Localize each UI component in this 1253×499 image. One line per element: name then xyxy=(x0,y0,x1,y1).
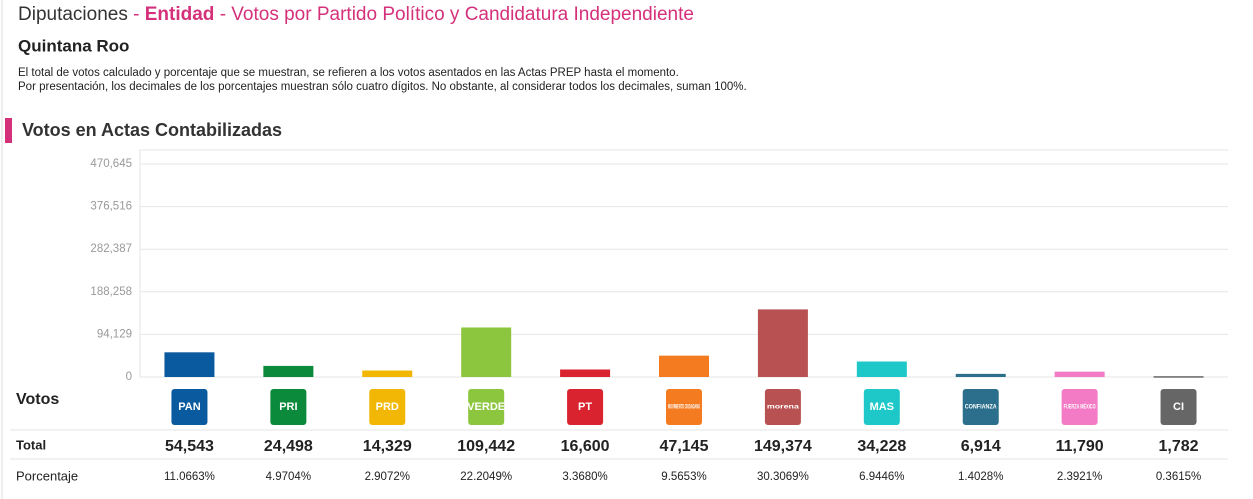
party-logo xyxy=(1160,389,1197,425)
section-title: Votos en Actas Contabilizadas xyxy=(22,120,282,140)
bar xyxy=(659,355,709,377)
y-tick-label: 0 xyxy=(126,371,132,383)
party-logo xyxy=(863,389,900,425)
bar xyxy=(955,373,1006,377)
party-logo-label: PRD xyxy=(376,401,399,413)
party-logo-label: FUERZA MÉXICO xyxy=(1064,403,1096,411)
percentage: 22.2049% xyxy=(460,471,512,483)
party-logo-label: MAS xyxy=(870,401,894,413)
percentage: 11.0663% xyxy=(164,471,215,483)
y-tick-label: 282,387 xyxy=(90,243,132,255)
party-logo xyxy=(468,389,505,425)
party-logo-label: CONFIANZA xyxy=(965,405,998,411)
party-logo-label: VERDE xyxy=(467,401,505,413)
percentage: 30.3069% xyxy=(757,471,809,483)
row-label: Total xyxy=(16,437,46,452)
bar xyxy=(164,352,215,377)
party-logo-label: PAN xyxy=(178,401,200,413)
party-logo xyxy=(171,389,208,425)
title-section: Diputaciones xyxy=(18,4,128,25)
title-text: Votos por Partido Político y Candidatura… xyxy=(231,4,694,25)
percentage: 2.9072% xyxy=(365,471,410,483)
total-value: 54,543 xyxy=(165,438,214,455)
percentage: 0.3615% xyxy=(1156,471,1201,483)
bar xyxy=(757,309,808,377)
total-value: 47,145 xyxy=(660,438,709,455)
row-label: Porcentaje xyxy=(16,468,78,483)
total-value: 6,914 xyxy=(961,438,1001,455)
total-value: 149,374 xyxy=(754,438,812,455)
party-logo-label: PT xyxy=(578,401,592,413)
percentage: 6.9446% xyxy=(859,471,904,483)
y-tick-label: 188,258 xyxy=(90,286,132,298)
y-tick-label: 376,516 xyxy=(90,201,132,213)
bar xyxy=(263,365,314,377)
title-sep: - xyxy=(133,4,139,25)
party-logo xyxy=(666,389,702,425)
y-tick-label: 94,129 xyxy=(97,328,132,340)
party-logo xyxy=(270,389,307,425)
party-logo-label: MOVIMIENTO CIUDADANO xyxy=(668,405,700,411)
percentage: 3.3680% xyxy=(562,471,607,483)
bar xyxy=(362,370,413,377)
bar xyxy=(1153,376,1204,378)
percentage: 2.3921% xyxy=(1057,471,1102,483)
bar xyxy=(560,369,611,377)
total-value: 34,228 xyxy=(857,438,906,455)
section-marker xyxy=(5,118,12,143)
title-level: Entidad xyxy=(145,4,215,25)
party-logo-label: CI xyxy=(1173,401,1184,413)
total-value: 24,498 xyxy=(264,438,313,455)
y-tick-label: 470,645 xyxy=(90,158,132,170)
total-value: 1,782 xyxy=(1159,438,1199,455)
party-logo xyxy=(1061,389,1098,425)
party-logo xyxy=(567,389,604,425)
party-logo xyxy=(369,389,406,425)
party-logo xyxy=(962,389,999,425)
percentage: 9.5653% xyxy=(661,471,706,483)
page-title: Diputaciones - Entidad - Votos por Parti… xyxy=(18,4,694,25)
party-logo-label: PRI xyxy=(279,401,297,413)
party-logo xyxy=(764,389,801,425)
bar xyxy=(461,327,512,377)
note: Por presentación, los decimales de los p… xyxy=(18,81,747,93)
total-value: 16,600 xyxy=(561,438,610,455)
bar xyxy=(856,361,907,377)
bar xyxy=(1054,371,1105,377)
percentage: 4.9704% xyxy=(266,471,311,483)
percentage: 1.4028% xyxy=(958,471,1003,483)
party-logo-label: morena xyxy=(767,405,800,411)
total-value: 14,329 xyxy=(363,438,412,455)
row-label: Votos xyxy=(16,391,59,408)
state-name: Quintana Roo xyxy=(18,36,129,55)
total-value: 109,442 xyxy=(457,438,515,455)
total-value: 11,790 xyxy=(1056,438,1104,455)
note: El total de votos calculado y porcentaje… xyxy=(18,67,679,79)
title-sep: - xyxy=(220,4,226,25)
